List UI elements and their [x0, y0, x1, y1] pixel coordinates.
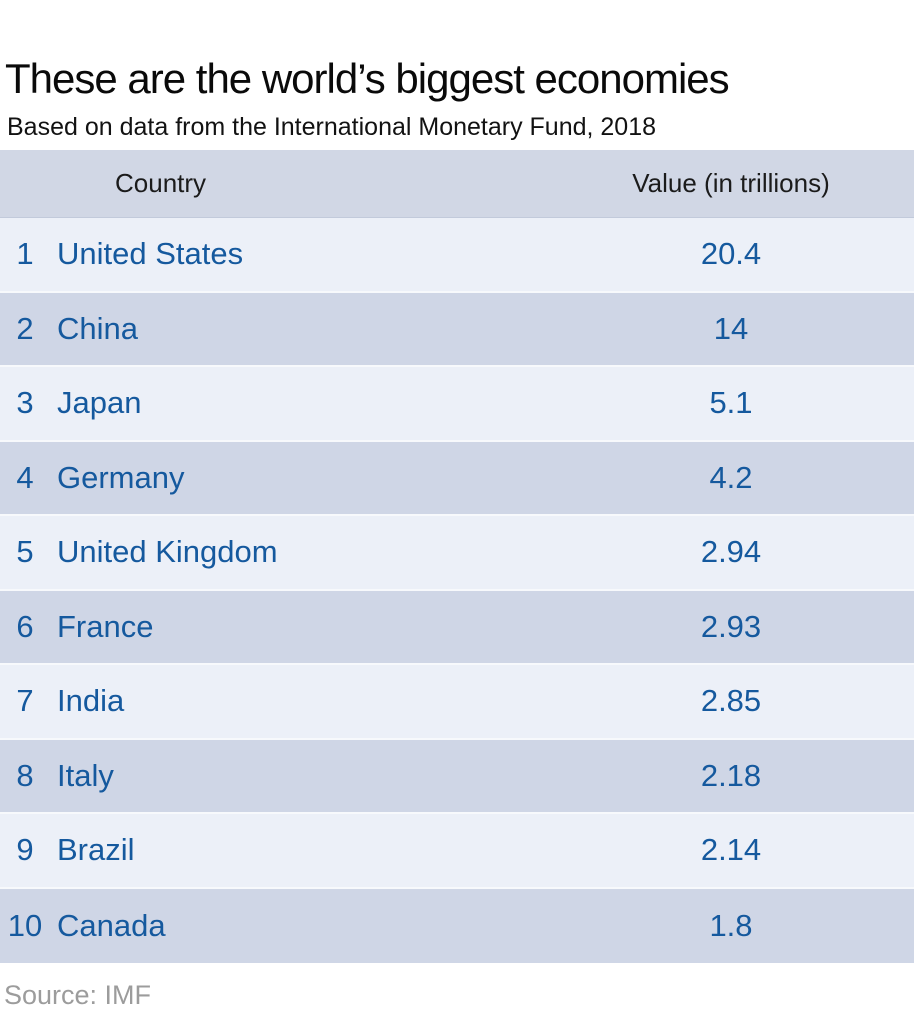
table-row: 4 Germany 4.2	[0, 441, 914, 516]
table-header-row: Country Value (in trillions)	[0, 150, 914, 218]
rank-cell: 3	[16, 385, 34, 421]
table-row: 5 United Kingdom 2.94	[0, 516, 914, 591]
rank-cell: 2	[16, 310, 34, 346]
rank-cell: 9	[16, 832, 34, 868]
economies-table: Country Value (in trillions) 1 United Sta…	[0, 150, 914, 963]
column-header-value: Value (in trillions)	[632, 168, 830, 198]
country-cell: United Kingdom	[57, 534, 278, 570]
country-cell: Brazil	[57, 832, 135, 868]
table-body: 1 United States 20.4 2 China 14 3 Japan 5.1 4 Germ…	[0, 218, 914, 963]
country-cell: Japan	[57, 385, 142, 421]
value-cell: 1.8	[709, 907, 753, 943]
table-row: 3 Japan 5.1	[0, 367, 914, 442]
rank-cell: 5	[16, 534, 34, 570]
country-cell: United States	[57, 236, 244, 272]
table-row: 6 France 2.93	[0, 590, 914, 665]
rank-cell: 6	[16, 608, 34, 644]
value-cell: 5.1	[709, 385, 753, 421]
table-row: 8 Italy 2.18	[0, 739, 914, 814]
country-cell: India	[57, 683, 125, 719]
country-cell: Canada	[57, 907, 166, 943]
table-row: 9 Brazil 2.14	[0, 814, 914, 889]
table-row: 1 United States 20.4	[0, 218, 914, 293]
country-cell: China	[57, 310, 138, 346]
value-cell: 2.94	[700, 534, 762, 570]
page-subtitle: Based on data from the International Mon…	[7, 113, 657, 141]
value-cell: 14	[713, 310, 749, 346]
rank-cell: 4	[16, 459, 34, 495]
value-cell: 2.14	[700, 832, 762, 868]
value-cell: 4.2	[709, 459, 753, 495]
value-cell: 2.85	[700, 683, 762, 719]
page-title: These are the world’s biggest economies	[5, 55, 730, 102]
rank-cell: 1	[16, 236, 34, 272]
country-cell: France	[57, 608, 154, 644]
country-cell: Italy	[57, 757, 114, 793]
country-cell: Germany	[57, 459, 185, 495]
value-cell: 20.4	[700, 236, 762, 272]
rank-cell: 7	[16, 683, 34, 719]
table-row: 7 India 2.85	[0, 665, 914, 740]
source-attribution: Source: IMF	[4, 980, 152, 1010]
table-row: 2 China 14	[0, 292, 914, 367]
table-row: 10 Canada 1.8	[0, 888, 914, 963]
column-header-country: Country	[115, 168, 207, 198]
rank-cell: 10	[7, 907, 43, 943]
rank-cell: 8	[16, 757, 34, 793]
value-cell: 2.18	[700, 757, 762, 793]
value-cell: 2.93	[700, 608, 762, 644]
